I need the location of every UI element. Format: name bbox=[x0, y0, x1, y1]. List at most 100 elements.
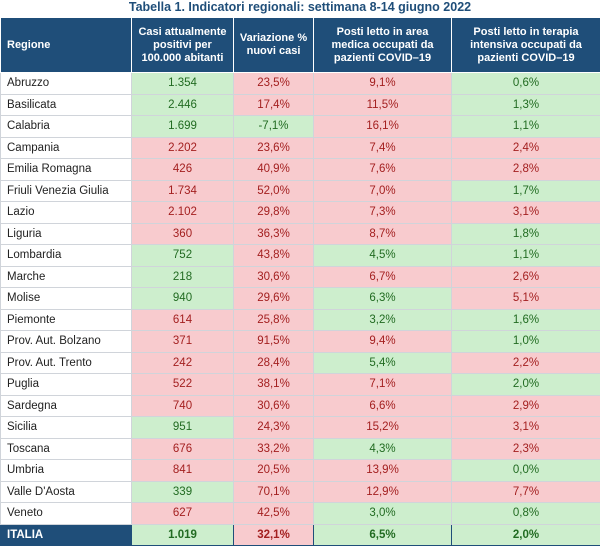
variation-cell: 91,5% bbox=[233, 330, 314, 353]
region-name: Abruzzo bbox=[0, 72, 132, 95]
table-row: Lazio 2.102 29,8% 7,3% 3,1% bbox=[0, 201, 600, 224]
total-row: ITALIA 1.019 32,1% 6,5% 2,0% bbox=[0, 523, 600, 546]
cases-cell: 426 bbox=[131, 158, 234, 181]
variation-cell: 24,3% bbox=[233, 416, 314, 439]
medical-beds-cell: 7,4% bbox=[313, 136, 452, 159]
medical-beds-cell: 8,7% bbox=[313, 222, 452, 245]
icu-beds-cell: 0,6% bbox=[451, 72, 600, 95]
table-row: Sardegna 740 30,6% 6,6% 2,9% bbox=[0, 394, 600, 417]
medical-beds-cell: 5,4% bbox=[313, 351, 452, 374]
icu-beds-cell: 5,1% bbox=[451, 287, 600, 310]
medical-beds-cell: 13,9% bbox=[313, 459, 452, 482]
variation-cell: 36,3% bbox=[233, 222, 314, 245]
cases-cell: 951 bbox=[131, 416, 234, 439]
table-row: Basilicata 2.446 17,4% 11,5% 1,3% bbox=[0, 93, 600, 116]
table-row: Emilia Romagna 426 40,9% 7,6% 2,8% bbox=[0, 158, 600, 181]
variation-cell: 30,6% bbox=[233, 394, 314, 417]
region-name: Prov. Aut. Trento bbox=[0, 351, 132, 374]
region-name: Lazio bbox=[0, 201, 132, 224]
region-name: Sardegna bbox=[0, 394, 132, 417]
icu-beds-cell: 7,7% bbox=[451, 480, 600, 503]
cases-cell: 752 bbox=[131, 244, 234, 267]
icu-beds-cell: 2,4% bbox=[451, 136, 600, 159]
cases-cell: 1.354 bbox=[131, 72, 234, 95]
cases-cell: 841 bbox=[131, 459, 234, 482]
table-row: Umbria 841 20,5% 13,9% 0,0% bbox=[0, 459, 600, 482]
variation-cell: 17,4% bbox=[233, 93, 314, 116]
cases-cell: 339 bbox=[131, 480, 234, 503]
variation-cell: 70,1% bbox=[233, 480, 314, 503]
header-variation: Variazione % nuovi casi bbox=[233, 17, 314, 73]
cases-cell: 1.734 bbox=[131, 179, 234, 202]
icu-beds-cell: 1,1% bbox=[451, 244, 600, 267]
medical-beds-cell: 6,5% bbox=[313, 523, 452, 546]
header-row: Regione Casi attualmente positivi per 10… bbox=[0, 17, 600, 73]
medical-beds-cell: 7,6% bbox=[313, 158, 452, 181]
medical-beds-cell: 4,3% bbox=[313, 437, 452, 460]
icu-beds-cell: 0,0% bbox=[451, 459, 600, 482]
variation-cell: 42,5% bbox=[233, 502, 314, 525]
medical-beds-cell: 11,5% bbox=[313, 93, 452, 116]
icu-beds-cell: 1,0% bbox=[451, 330, 600, 353]
cases-cell: 2.102 bbox=[131, 201, 234, 224]
cases-cell: 2.202 bbox=[131, 136, 234, 159]
table-row: Valle D'Aosta 339 70,1% 12,9% 7,7% bbox=[0, 480, 600, 503]
header-medical-beds: Posti letto in area medica occupati da p… bbox=[313, 17, 452, 73]
cases-cell: 1.019 bbox=[131, 523, 234, 546]
icu-beds-cell: 2,6% bbox=[451, 265, 600, 288]
table-row: Lombardia 752 43,8% 4,5% 1,1% bbox=[0, 244, 600, 267]
cases-cell: 627 bbox=[131, 502, 234, 525]
region-name: Liguria bbox=[0, 222, 132, 245]
medical-beds-cell: 9,4% bbox=[313, 330, 452, 353]
variation-cell: 20,5% bbox=[233, 459, 314, 482]
table-row: Calabria 1.699 -7,1% 16,1% 1,1% bbox=[0, 115, 600, 138]
medical-beds-cell: 16,1% bbox=[313, 115, 452, 138]
region-name: Calabria bbox=[0, 115, 132, 138]
variation-cell: 52,0% bbox=[233, 179, 314, 202]
icu-beds-cell: 2,0% bbox=[451, 523, 600, 546]
region-name: Piemonte bbox=[0, 308, 132, 331]
table-title: Tabella 1. Indicatori regionali: settima… bbox=[128, 0, 472, 14]
table-row: Friuli Venezia Giulia 1.734 52,0% 7,0% 1,7% bbox=[0, 179, 600, 202]
icu-beds-cell: 1,3% bbox=[451, 93, 600, 116]
region-name: Valle D'Aosta bbox=[0, 480, 132, 503]
table-body: Abruzzo 1.354 23,5% 9,1% 0,6% Basilicata 2.446… bbox=[0, 72, 600, 546]
variation-cell: 32,1% bbox=[233, 523, 314, 546]
medical-beds-cell: 3,2% bbox=[313, 308, 452, 331]
variation-cell: 23,5% bbox=[233, 72, 314, 95]
regional-indicators-table: Regione Casi attualmente positivi per 10… bbox=[0, 17, 600, 546]
table-row: Molise 940 29,6% 6,3% 5,1% bbox=[0, 287, 600, 310]
cases-cell: 242 bbox=[131, 351, 234, 374]
icu-beds-cell: 2,3% bbox=[451, 437, 600, 460]
medical-beds-cell: 7,1% bbox=[313, 373, 452, 396]
medical-beds-cell: 7,0% bbox=[313, 179, 452, 202]
table-row: Sicilia 951 24,3% 15,2% 3,1% bbox=[0, 416, 600, 439]
variation-cell: 38,1% bbox=[233, 373, 314, 396]
cases-cell: 218 bbox=[131, 265, 234, 288]
variation-cell: 28,4% bbox=[233, 351, 314, 374]
variation-cell: 40,9% bbox=[233, 158, 314, 181]
variation-cell: 29,8% bbox=[233, 201, 314, 224]
icu-beds-cell: 1,6% bbox=[451, 308, 600, 331]
medical-beds-cell: 6,3% bbox=[313, 287, 452, 310]
table-row: Liguria 360 36,3% 8,7% 1,8% bbox=[0, 222, 600, 245]
cases-cell: 522 bbox=[131, 373, 234, 396]
region-name: Toscana bbox=[0, 437, 132, 460]
table-row: Abruzzo 1.354 23,5% 9,1% 0,6% bbox=[0, 72, 600, 95]
region-name: Sicilia bbox=[0, 416, 132, 439]
header-cases: Casi attualmente positivi per 100.000 ab… bbox=[131, 17, 234, 73]
table-row: Marche 218 30,6% 6,7% 2,6% bbox=[0, 265, 600, 288]
medical-beds-cell: 6,6% bbox=[313, 394, 452, 417]
variation-cell: 29,6% bbox=[233, 287, 314, 310]
cases-cell: 614 bbox=[131, 308, 234, 331]
icu-beds-cell: 1,7% bbox=[451, 179, 600, 202]
medical-beds-cell: 15,2% bbox=[313, 416, 452, 439]
region-name: ITALIA bbox=[0, 523, 132, 546]
icu-beds-cell: 0,8% bbox=[451, 502, 600, 525]
cases-cell: 371 bbox=[131, 330, 234, 353]
variation-cell: 30,6% bbox=[233, 265, 314, 288]
region-name: Friuli Venezia Giulia bbox=[0, 179, 132, 202]
region-name: Campania bbox=[0, 136, 132, 159]
region-name: Puglia bbox=[0, 373, 132, 396]
cases-cell: 940 bbox=[131, 287, 234, 310]
